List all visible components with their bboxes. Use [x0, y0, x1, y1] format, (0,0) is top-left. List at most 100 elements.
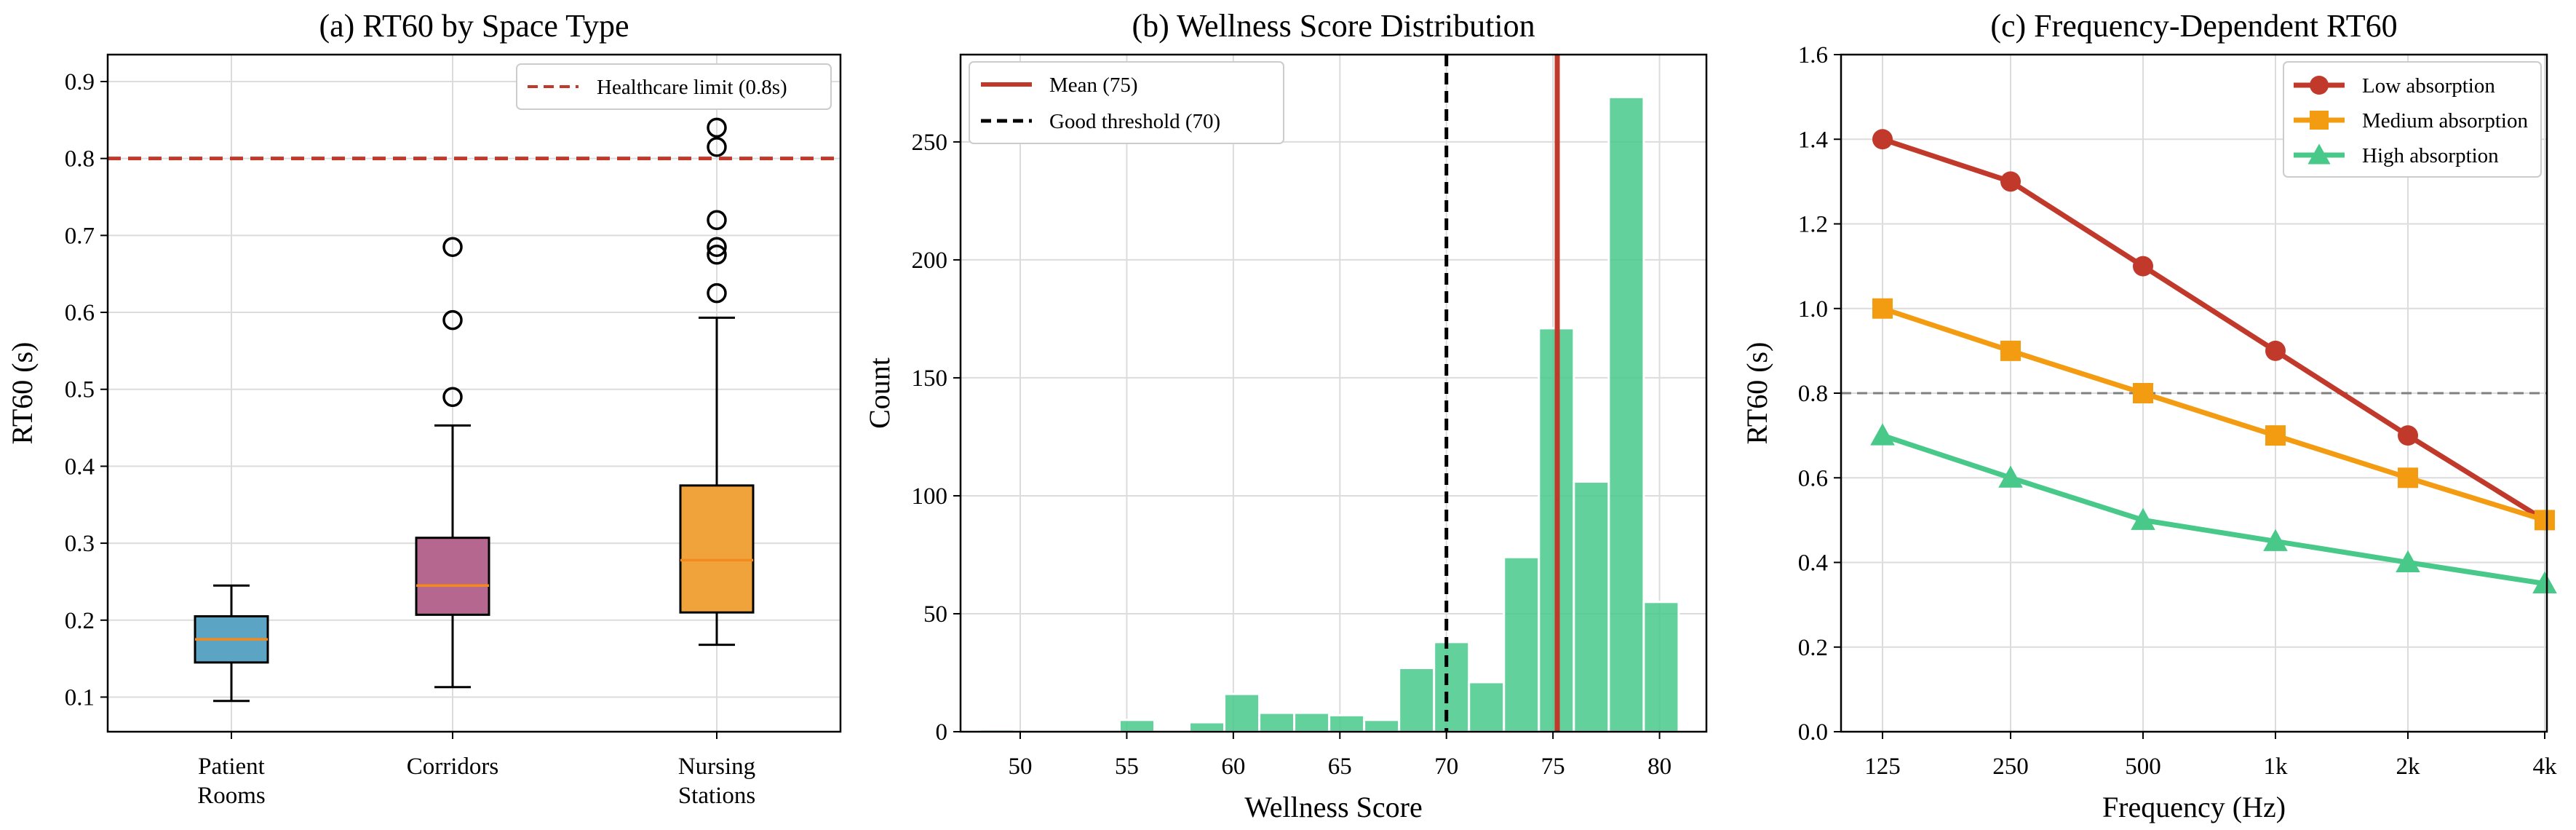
outlier-point	[707, 137, 727, 157]
y-tick-label-c: 0.0	[1798, 719, 1828, 746]
x-tick-label-c: 4k	[2533, 754, 2558, 780]
legend-a: Healthcare limit (0.8s)	[516, 63, 832, 110]
data-point-medium-absorption	[1872, 298, 1893, 319]
chart-title-c: (c) Frequency-Dependent RT60	[1990, 8, 2397, 44]
series-low-absorption	[1872, 129, 2555, 531]
line-series-c	[1870, 129, 2557, 594]
plot-frame-c	[1840, 53, 2548, 733]
x-tick-label-b: 50	[1009, 754, 1033, 780]
x-tick-label-c: 250	[1992, 754, 2029, 780]
plot-frame-a	[106, 53, 842, 733]
outlier-point	[442, 309, 463, 331]
y-tick-label-c: 1.0	[1798, 296, 1828, 323]
histogram-bar	[1223, 692, 1261, 733]
histogram-bar	[1188, 721, 1226, 733]
outlier-point	[442, 237, 463, 257]
legend-label-good-threshold: Good threshold (70)	[1049, 110, 1220, 133]
y-axis-label-b: Count	[863, 357, 896, 429]
histogram-bar	[1642, 601, 1680, 733]
histogram-bar	[1328, 714, 1366, 733]
x-tick-label-c: 125	[1864, 754, 1901, 780]
histogram-bar	[1363, 719, 1401, 733]
panel-rt60-by-space-type: (a) RT60 by Space Type RT60 (s) 0.10.20.…	[6, 8, 842, 809]
series-line-low-absorption	[1881, 136, 2546, 523]
y-tick-label-a: 0.5	[65, 377, 95, 403]
legend-label-healthcare-limit: Healthcare limit (0.8s)	[597, 76, 787, 99]
x-tick-label-b: 55	[1115, 754, 1139, 780]
histogram-bar	[1607, 95, 1645, 733]
legend-box-b	[969, 61, 1284, 144]
boxplot-patient-rooms	[194, 584, 269, 703]
boxplot-nursing-stations	[679, 117, 755, 647]
y-tick-label-a: 0.4	[65, 454, 95, 480]
plot-frame-b	[959, 53, 1708, 733]
x-axis-label-b: Wellness Score	[1244, 791, 1423, 823]
data-point-high-absorption	[2263, 529, 2288, 551]
series-line-medium-absorption	[1881, 306, 2546, 523]
data-point-low-absorption	[1872, 129, 1893, 150]
y-tick-label-a: 0.2	[65, 608, 95, 634]
y-tick-label-b: 50	[923, 601, 947, 628]
histogram-bars-b	[978, 95, 1680, 733]
data-point-low-absorption	[2265, 340, 2286, 361]
histogram-bar	[1433, 641, 1471, 733]
legend-label-medium-absorption: Medium absorption	[2362, 109, 2528, 133]
histogram-bar	[1293, 711, 1331, 733]
outlier-point	[707, 282, 727, 304]
legend-label-low-absorption: Low absorption	[2362, 74, 2495, 98]
data-point-high-absorption	[2396, 550, 2420, 572]
legend-c: Low absorption Medium absorption High abso…	[2283, 61, 2542, 178]
x-tick-label-a: Stations	[678, 783, 755, 809]
x-tick-label-c: 1k	[2264, 754, 2289, 780]
series-medium-absorption	[1872, 298, 2555, 531]
legend-b: Mean (75) Good threshold (70)	[969, 61, 1284, 144]
reference-lines-b	[1444, 55, 1560, 732]
y-tick-label-a: 0.3	[65, 531, 95, 557]
data-point-medium-absorption	[2133, 383, 2153, 403]
y-tick-label-c: 0.8	[1798, 381, 1828, 407]
histogram-bar	[1573, 481, 1610, 733]
y-tick-label-b: 200	[912, 248, 948, 274]
y-tick-label-c: 0.4	[1798, 550, 1828, 577]
data-point-high-absorption	[1998, 465, 2023, 488]
data-point-high-absorption	[2131, 507, 2155, 530]
data-point-high-absorption	[1870, 423, 1895, 446]
panel-wellness-distribution: (b) Wellness Score Distribution Count We…	[863, 8, 1708, 823]
histogram-bar	[1503, 556, 1541, 733]
data-point-medium-absorption	[2265, 425, 2286, 446]
data-point-low-absorption	[2133, 256, 2153, 277]
y-tick-label-c: 0.2	[1798, 635, 1828, 661]
legend-marker-high-absorption	[2307, 143, 2331, 165]
x-tick-label-b: 60	[1221, 754, 1245, 780]
data-point-medium-absorption	[2535, 510, 2555, 531]
x-tick-label-b: 65	[1328, 754, 1352, 780]
series-line-high-absorption	[1881, 432, 2545, 587]
series-high-absorption	[1870, 423, 2557, 594]
y-tick-label-b: 0	[936, 719, 948, 746]
data-point-low-absorption	[2000, 171, 2021, 192]
y-tick-label-c: 1.2	[1798, 212, 1828, 238]
box-iqr	[415, 537, 490, 616]
histogram-bar	[1258, 711, 1296, 733]
ticks-b: 0 50 100 150 200 250 50 55 60 65 70 75 80	[912, 130, 1672, 780]
histogram-bar	[1398, 667, 1436, 733]
y-tick-label-b: 250	[912, 130, 948, 156]
legend-label-mean: Mean (75)	[1049, 74, 1138, 97]
x-tick-label-b: 70	[1434, 754, 1458, 780]
x-tick-label-a: Nursing	[678, 754, 755, 780]
data-point-high-absorption	[2532, 571, 2557, 594]
ticks-a: 0.1 0.2 0.3 0.4 0.5 0.6 0.7 0.8 0.9 Patient Rooms C…	[65, 69, 755, 809]
outlier-point	[707, 237, 727, 257]
data-point-medium-absorption	[2398, 467, 2418, 489]
histogram-bar	[1118, 719, 1156, 733]
chart-title-a: (a) RT60 by Space Type	[319, 8, 629, 44]
outlier-point	[707, 117, 727, 138]
y-tick-label-b: 100	[912, 483, 948, 510]
outlier-point	[442, 387, 463, 408]
y-tick-label-c: 1.4	[1798, 127, 1828, 153]
legend-label-high-absorption: High absorption	[2362, 144, 2499, 167]
legend-marker-medium-absorption	[2310, 111, 2329, 130]
y-tick-label-c: 1.6	[1798, 42, 1828, 68]
box-iqr	[679, 484, 755, 614]
